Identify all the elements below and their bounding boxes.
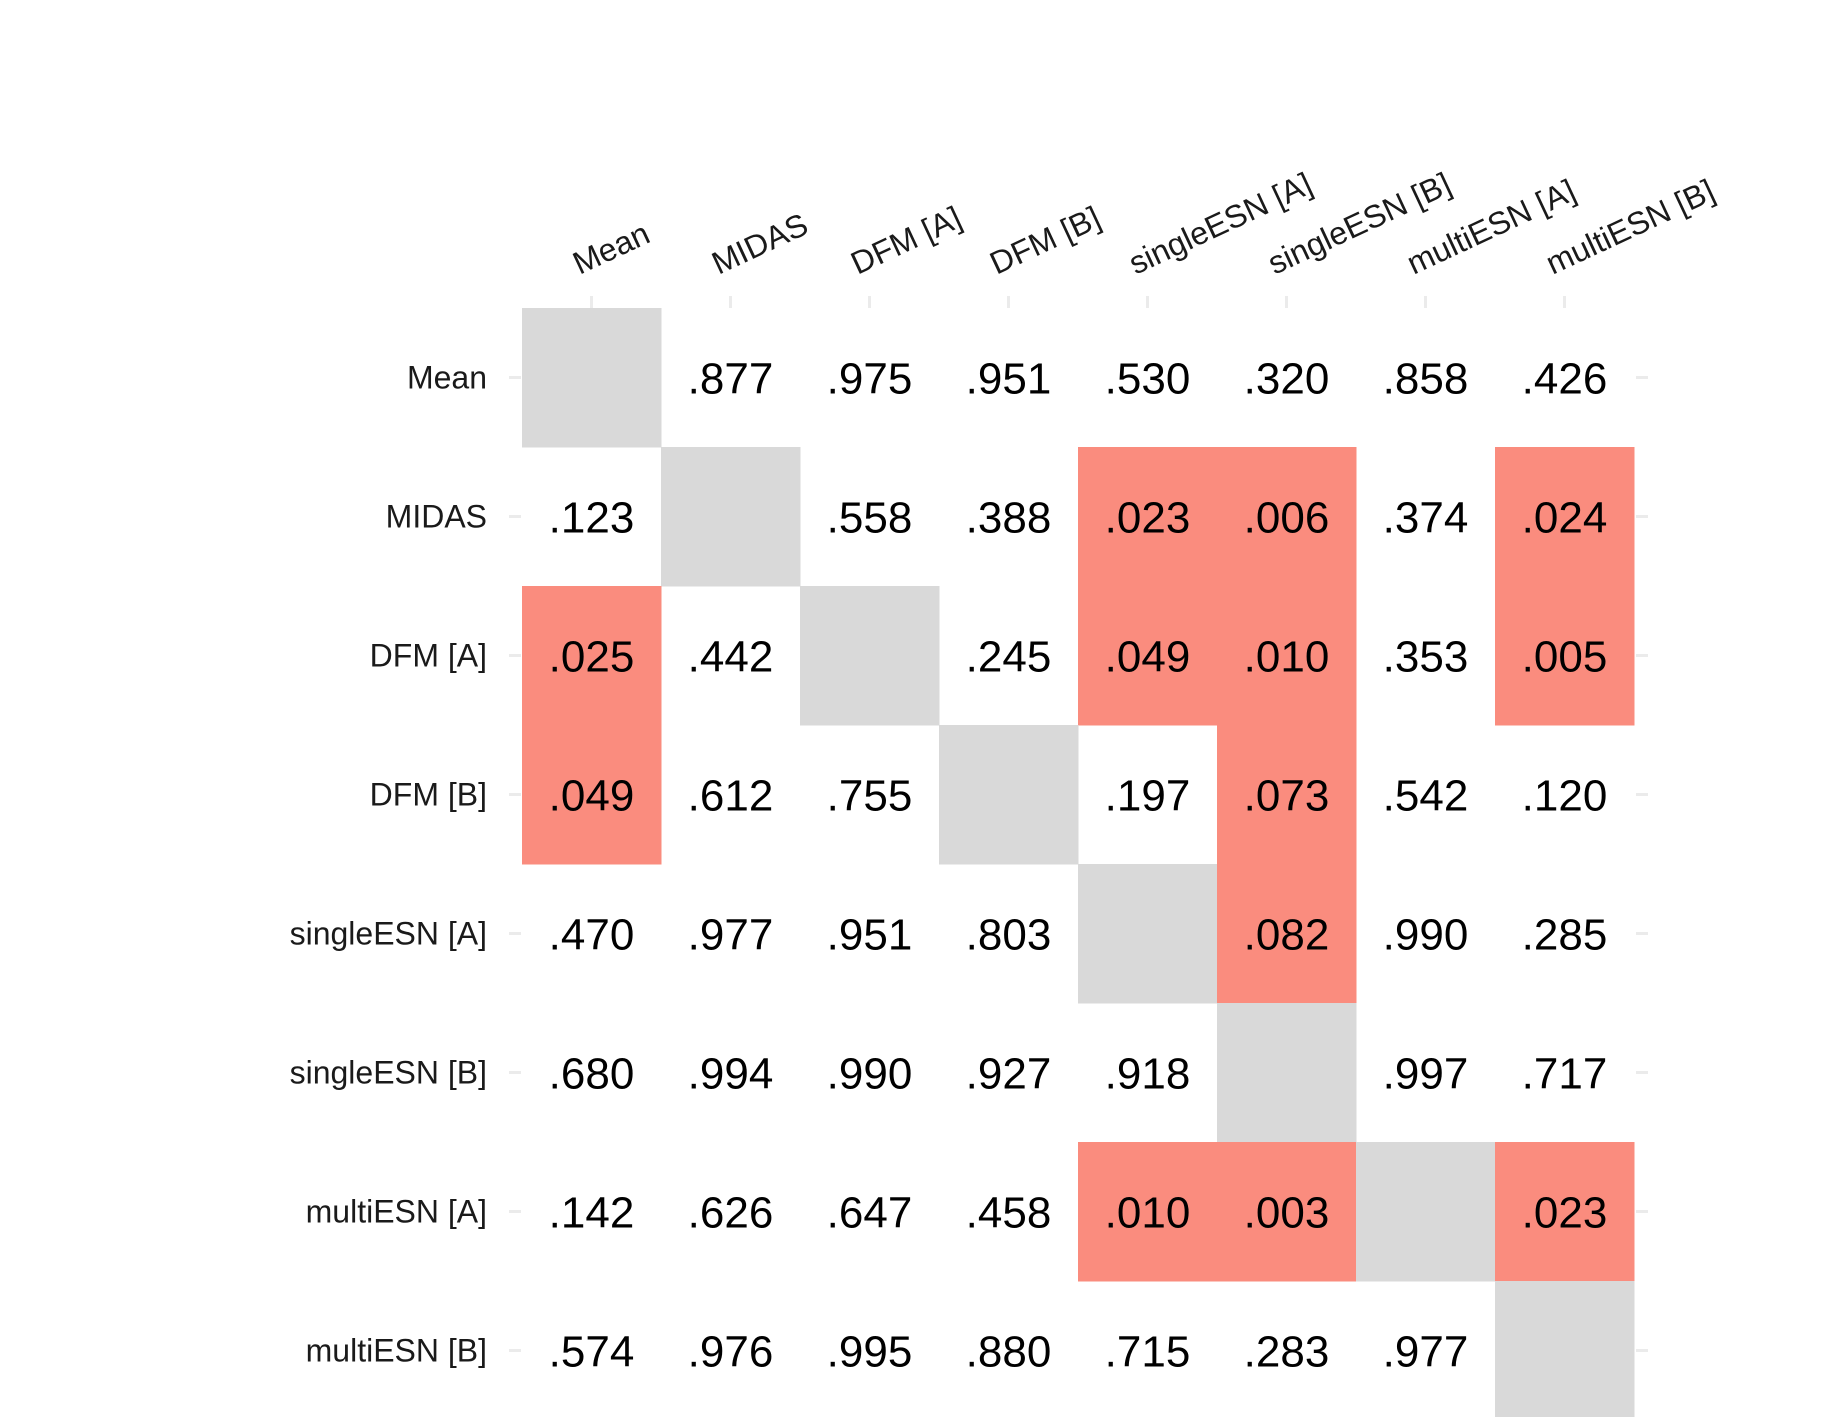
cell-value-label: .626 <box>688 1189 774 1238</box>
cell-value-label: .574 <box>549 1328 635 1377</box>
highlighted-cell <box>1217 725 1357 865</box>
cell-value-label: .353 <box>1383 633 1469 682</box>
cell-value-label: .025 <box>549 633 635 682</box>
cell-value-label: .010 <box>1105 1189 1191 1238</box>
row-label: multiESN [B] <box>306 1333 487 1369</box>
cell-value-label: .073 <box>1244 772 1330 821</box>
cell-value-label: .024 <box>1522 494 1608 543</box>
cell-value-label: .023 <box>1522 1189 1608 1238</box>
axis-ticks <box>509 296 1648 1352</box>
highlighted-cell <box>1217 864 1357 1004</box>
row-label: DFM [A] <box>370 638 487 674</box>
cell-value-label: .647 <box>827 1189 913 1238</box>
row-label: singleESN [B] <box>290 1055 487 1091</box>
cell-value-label: .197 <box>1105 772 1191 821</box>
cell-value-label: .049 <box>1105 633 1191 682</box>
cell-value-label: .680 <box>549 1050 635 1099</box>
highlighted-cell <box>522 586 662 726</box>
cell-value-label: .470 <box>549 911 635 960</box>
cell-value-label: .442 <box>688 633 774 682</box>
highlighted-cell <box>1217 447 1357 587</box>
cell-value-label: .542 <box>1383 772 1469 821</box>
row-label: Mean <box>407 360 487 396</box>
cell-value-label: .285 <box>1522 911 1608 960</box>
cell-value-label: .082 <box>1244 911 1330 960</box>
column-label: DFM [A] <box>845 199 967 281</box>
highlighted-cell <box>1495 447 1635 587</box>
cell-value-label: .123 <box>549 494 635 543</box>
cell-value-label: .990 <box>1383 911 1469 960</box>
cell-value-label: .976 <box>688 1328 774 1377</box>
column-labels: Mean MIDAS DFM [A] DFM [B] singleESN [A]sing… <box>567 165 1720 281</box>
heatmap-cells <box>522 308 1635 1417</box>
cell-value-label: .715 <box>1105 1328 1191 1377</box>
cell-value-label: .006 <box>1244 494 1330 543</box>
cell-value-label: .374 <box>1383 494 1469 543</box>
cell-value-label: .283 <box>1244 1328 1330 1377</box>
cell-value-label: .977 <box>688 911 774 960</box>
cell-value-label: .975 <box>827 355 913 404</box>
highlighted-cell <box>1217 1142 1357 1282</box>
cell-value-label: .990 <box>827 1050 913 1099</box>
highlighted-cell <box>522 725 662 865</box>
cell-value-label: .918 <box>1105 1050 1191 1099</box>
highlighted-cell <box>1495 1142 1635 1282</box>
cell-value-label: .612 <box>688 772 774 821</box>
highlighted-cell <box>1078 586 1218 726</box>
cell-value-label: .977 <box>1383 1328 1469 1377</box>
diagonal-cell <box>1078 864 1218 1004</box>
cell-value-label: .558 <box>827 494 913 543</box>
row-label: multiESN [A] <box>306 1194 487 1230</box>
cell-value-label: .858 <box>1383 355 1469 404</box>
cell-value-label: .010 <box>1244 633 1330 682</box>
column-label: MIDAS <box>706 206 813 281</box>
cell-value-label: .142 <box>549 1189 635 1238</box>
highlighted-cell <box>1217 586 1357 726</box>
diagonal-cell <box>800 586 940 726</box>
cell-value-label: .049 <box>549 772 635 821</box>
cell-value-label: .880 <box>966 1328 1052 1377</box>
cell-value-label: .530 <box>1105 355 1191 404</box>
cell-value-label: .120 <box>1522 772 1608 821</box>
diagonal-cell <box>1495 1281 1635 1417</box>
cell-value-label: .005 <box>1522 633 1608 682</box>
diagonal-cell <box>939 725 1079 865</box>
cell-value-label: .003 <box>1244 1189 1330 1238</box>
cell-value-label: .717 <box>1522 1050 1608 1099</box>
cell-value-labels: .877 .975 .951 .530 .320 .858 .426 .123 .558 .388… <box>549 355 1608 1377</box>
cell-value-label: .994 <box>688 1050 774 1099</box>
highlighted-cell <box>1078 1142 1218 1282</box>
row-label: singleESN [A] <box>290 916 487 952</box>
cell-value-label: .995 <box>827 1328 913 1377</box>
column-label: DFM [B] <box>984 199 1106 281</box>
cell-value-label: .997 <box>1383 1050 1469 1099</box>
row-label: MIDAS <box>386 499 487 535</box>
cell-value-label: .951 <box>966 355 1052 404</box>
cell-value-label: .458 <box>966 1189 1052 1238</box>
cell-value-label: .245 <box>966 633 1052 682</box>
cell-value-label: .927 <box>966 1050 1052 1099</box>
cell-value-label: .388 <box>966 494 1052 543</box>
cell-value-label: .320 <box>1244 355 1330 404</box>
diagonal-cell <box>1356 1142 1496 1282</box>
cell-value-label: .951 <box>827 911 913 960</box>
cell-value-label: .755 <box>827 772 913 821</box>
highlighted-cell <box>1495 586 1635 726</box>
cell-value-label: .877 <box>688 355 774 404</box>
cell-value-label: .803 <box>966 911 1052 960</box>
diagonal-cell <box>661 447 801 587</box>
cell-value-label: .023 <box>1105 494 1191 543</box>
row-label: DFM [B] <box>370 777 487 813</box>
diagonal-cell <box>522 308 662 448</box>
highlighted-cell <box>1078 447 1218 587</box>
cell-value-label: .426 <box>1522 355 1608 404</box>
row-labels: Mean MIDAS DFM [A] DFM [B] singleESN [A] sing… <box>290 360 487 1369</box>
column-label: Mean <box>567 215 655 281</box>
diagonal-cell <box>1217 1003 1357 1143</box>
